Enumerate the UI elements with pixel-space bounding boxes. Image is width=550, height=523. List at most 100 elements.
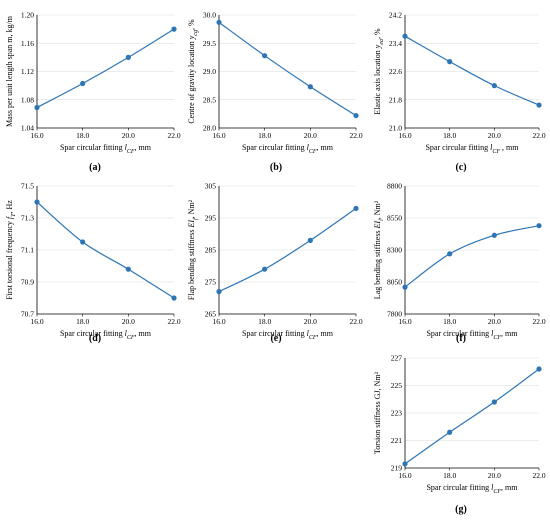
y-tick-label: 8800 [387,182,402,191]
x-tick-label: 16.0 [398,131,411,140]
y-tick-label: 275 [205,278,217,287]
y-tick-label: 305 [205,182,217,191]
x-tick-label: 22.0 [167,131,180,140]
y-tick-label: 30.0 [203,11,216,20]
y-tick-label: 21.8 [389,95,402,104]
x-tick-label: 22.0 [167,317,180,326]
y-axis-title: First torsional frequency fT, Hz [5,200,17,300]
data-point [447,59,453,65]
x-axis-title: Spar circular fitting lCF, mm [242,143,334,155]
data-point [536,223,542,229]
y-tick-label: 295 [205,214,217,223]
data-point [80,239,86,245]
panel-label: (c) [455,162,466,173]
series-line [218,207,357,293]
data-point [216,19,222,25]
y-tick-label: 22.6 [389,67,402,76]
x-tick-label: 20.0 [122,131,135,140]
x-tick-label: 22.0 [349,317,362,326]
y-tick-label: 71.3 [21,214,34,223]
data-point [34,199,40,205]
y-tick-label: 28.5 [203,95,216,104]
data-point [402,284,408,290]
panel-label: (e) [270,333,281,344]
chart-panel-e: 265 275 285 295 305 16.0 18.0 20.0 22.0 Spar circ… [187,182,363,344]
x-tick-label: 22.0 [349,131,362,140]
data-point [353,205,359,211]
y-axis-title: Mass per unit length span m, kg/m [5,15,14,127]
chart-panel-b: 28.0 28.5 29.0 29.5 30.0 16.0 18.0 20.0 22.0 Spar… [187,11,363,173]
x-tick-label: 18.0 [443,471,456,480]
y-tick-label: 265 [205,310,217,319]
y-tick-label: 1.04 [21,124,34,133]
x-tick-label: 16.0 [398,471,411,480]
y-tick-label: 29.0 [203,67,216,76]
panel-label: (g) [455,504,467,515]
x-tick-label: 18.0 [443,317,456,326]
y-tick-label: 1.08 [21,95,34,104]
x-tick-label: 18.0 [76,317,89,326]
x-tick-label: 16.0 [212,317,225,326]
x-tick-label: 16.0 [212,131,225,140]
y-tick-label: 29.5 [203,39,216,48]
data-point [491,232,497,238]
x-tick-label: 18.0 [258,317,271,326]
panel-label: (b) [270,162,282,173]
y-tick-label: 28.0 [203,124,216,133]
x-tick-label: 22.0 [532,471,545,480]
data-point [216,289,222,295]
panel-label: (f) [456,333,466,344]
y-tick-label: 221 [391,436,403,445]
y-axis-title: Elastic axis location yea, % [373,28,385,115]
y-tick-label: 71.5 [21,182,34,191]
x-axis-title: Spar circular fitting lCF, mm [426,483,518,495]
chart-panel-d: 70.7 70.9 71.1 71.3 71.5 16.0 18.0 20.0 22.0 Spar… [5,182,181,344]
x-tick-label: 16.0 [398,317,411,326]
x-axis-title: Spar circular fitting lCF, mm [426,329,518,341]
data-point [307,237,313,243]
data-point [402,461,408,467]
y-tick-label: 219 [391,464,403,473]
x-tick-label: 22.0 [532,317,545,326]
chart-panel-f: 7800 8050 8300 8550 8800 16.0 18.0 20.0 22.0 Spar… [373,182,546,344]
chart-panel-c: 21.0 21.8 22.6 23.4 24.2 16.0 18.0 20.0 22.0 Spar… [373,11,546,173]
y-axis-title: Flap bending stiffness EIf, Nm² [187,199,199,300]
panel-label: (a) [89,162,101,173]
data-point [536,366,542,372]
y-tick-label: 8300 [387,246,402,255]
y-tick-label: 21.0 [389,124,402,133]
series-line [36,28,175,109]
x-axis-title: Spar circular fitting lCF, mm [60,329,152,341]
data-point [171,26,177,32]
series-line [404,225,540,288]
y-tick-label: 24.2 [389,11,402,20]
x-tick-label: 20.0 [488,471,501,480]
data-point [402,33,408,39]
data-point [171,295,177,301]
x-tick-label: 20.0 [488,131,501,140]
data-point [447,429,453,435]
y-axis-title: Lag bending stiffness EIl, Nm² [373,200,385,299]
data-point [491,399,497,405]
series-line [404,35,540,106]
x-tick-label: 18.0 [258,131,271,140]
data-point [262,266,268,272]
chart-panel-a: 1.04 1.08 1.12 1.16 1.20 16.0 18.0 20.0 22.0 Spar… [5,11,181,173]
series-line [36,201,175,299]
x-tick-label: 16.0 [30,317,43,326]
y-tick-label: 1.12 [21,67,34,76]
y-tick-label: 70.9 [21,278,34,287]
y-tick-label: 8550 [387,214,402,223]
y-tick-label: 71.1 [21,246,34,255]
y-axis-title: Centre of gravity location ycg, % [187,19,199,124]
y-axis-title: Torsion stiffness GJ, Nm² [373,371,382,454]
y-tick-label: 70.7 [21,310,34,319]
x-tick-label: 16.0 [30,131,43,140]
x-tick-label: 20.0 [122,317,135,326]
data-point [491,83,497,89]
x-tick-label: 20.0 [304,317,317,326]
y-tick-label: 285 [205,246,217,255]
x-tick-label: 22.0 [532,131,545,140]
data-point [307,84,313,90]
